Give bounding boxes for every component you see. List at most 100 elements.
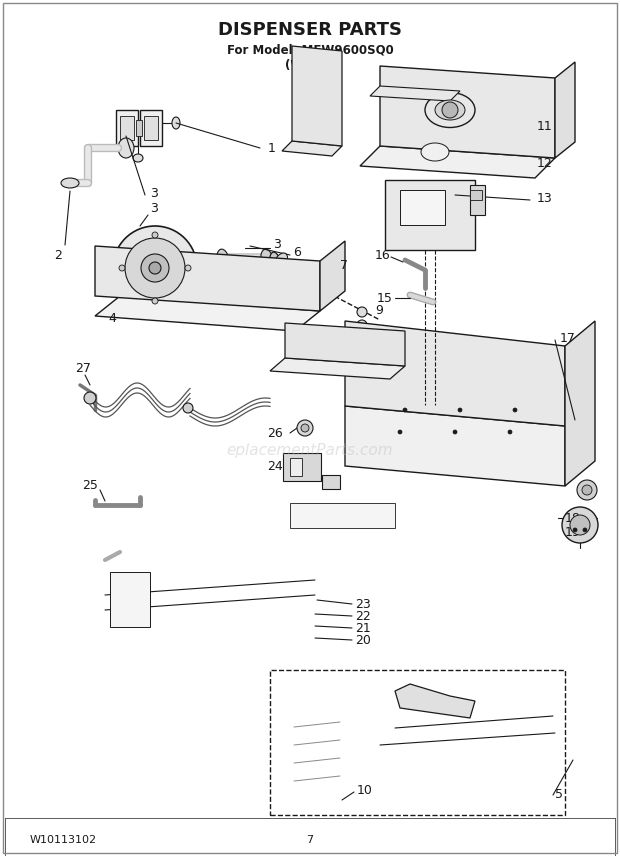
Circle shape — [141, 254, 169, 282]
Circle shape — [152, 232, 158, 238]
Circle shape — [582, 485, 592, 495]
Text: For Model: MFW9600SQ0: For Model: MFW9600SQ0 — [227, 44, 393, 56]
Polygon shape — [345, 321, 565, 426]
Polygon shape — [95, 246, 320, 311]
Polygon shape — [360, 146, 555, 178]
Polygon shape — [95, 296, 320, 331]
Circle shape — [357, 307, 367, 317]
Ellipse shape — [261, 249, 273, 270]
Ellipse shape — [217, 249, 229, 270]
Text: 27: 27 — [75, 361, 91, 375]
Bar — [136, 120, 142, 136]
Circle shape — [84, 392, 96, 404]
Circle shape — [113, 226, 197, 310]
Text: 22: 22 — [355, 609, 371, 622]
Polygon shape — [320, 241, 345, 311]
Text: 20: 20 — [355, 633, 371, 646]
Circle shape — [125, 238, 185, 298]
Ellipse shape — [118, 138, 134, 158]
Ellipse shape — [204, 254, 216, 276]
Polygon shape — [565, 321, 595, 486]
Text: 17: 17 — [560, 331, 576, 344]
Text: 13: 13 — [537, 192, 553, 205]
Circle shape — [577, 480, 597, 500]
Text: 25: 25 — [82, 479, 98, 491]
Ellipse shape — [272, 253, 288, 273]
Ellipse shape — [172, 117, 180, 129]
Bar — [120, 116, 134, 140]
Text: 7: 7 — [340, 259, 348, 271]
Polygon shape — [285, 323, 405, 366]
Bar — [144, 116, 158, 140]
Circle shape — [357, 320, 367, 330]
Bar — [290, 458, 302, 476]
Text: 26: 26 — [267, 426, 283, 439]
Text: 23: 23 — [355, 597, 371, 610]
Bar — [322, 475, 340, 489]
Text: 21: 21 — [355, 621, 371, 634]
Circle shape — [185, 265, 191, 271]
Text: 4: 4 — [108, 312, 116, 324]
Ellipse shape — [133, 154, 143, 162]
Circle shape — [570, 515, 590, 535]
Bar — [470, 185, 485, 215]
Circle shape — [119, 265, 125, 271]
Text: 19: 19 — [565, 526, 581, 538]
Text: 3: 3 — [150, 187, 158, 199]
Bar — [110, 572, 150, 627]
Circle shape — [508, 430, 512, 434]
Bar — [140, 110, 162, 146]
Bar — [270, 670, 565, 815]
Ellipse shape — [435, 100, 465, 120]
Bar — [116, 110, 138, 146]
Text: 10: 10 — [357, 783, 373, 796]
Text: 6: 6 — [293, 246, 301, 259]
Circle shape — [301, 424, 309, 432]
Text: 11: 11 — [537, 120, 553, 133]
Circle shape — [398, 430, 402, 434]
Circle shape — [453, 430, 457, 434]
Text: 5: 5 — [555, 788, 563, 801]
Ellipse shape — [421, 143, 449, 161]
Text: 2: 2 — [54, 248, 62, 261]
Polygon shape — [292, 46, 342, 146]
Text: 12: 12 — [537, 157, 553, 169]
Text: 7: 7 — [306, 835, 314, 845]
Text: 3: 3 — [150, 201, 158, 215]
Bar — [290, 503, 395, 528]
Circle shape — [297, 420, 313, 436]
Text: DISPENSER PARTS: DISPENSER PARTS — [218, 21, 402, 39]
Polygon shape — [380, 66, 555, 158]
Text: 3: 3 — [273, 237, 281, 251]
Text: 24: 24 — [267, 460, 283, 473]
Bar — [283, 453, 321, 481]
Ellipse shape — [270, 253, 280, 272]
Circle shape — [513, 408, 517, 412]
Polygon shape — [282, 141, 342, 156]
Circle shape — [152, 298, 158, 304]
Polygon shape — [270, 358, 405, 379]
Polygon shape — [395, 684, 475, 718]
Circle shape — [562, 507, 598, 543]
Polygon shape — [370, 86, 460, 101]
Circle shape — [583, 528, 587, 532]
Text: 16: 16 — [374, 248, 390, 261]
Circle shape — [573, 528, 577, 532]
Polygon shape — [345, 406, 565, 486]
Bar — [385, 180, 475, 250]
Text: 18: 18 — [565, 512, 581, 525]
Circle shape — [183, 403, 193, 413]
Ellipse shape — [425, 92, 475, 128]
Text: 1: 1 — [268, 141, 276, 154]
Text: 9: 9 — [375, 304, 383, 317]
Text: 15: 15 — [377, 292, 393, 305]
Text: (White): (White) — [285, 58, 335, 72]
Circle shape — [442, 102, 458, 118]
Text: W10113102: W10113102 — [30, 835, 97, 845]
Polygon shape — [555, 62, 575, 158]
Circle shape — [149, 262, 161, 274]
Circle shape — [458, 408, 462, 412]
Circle shape — [403, 408, 407, 412]
Text: eplacementParts.com: eplacementParts.com — [227, 443, 393, 457]
Bar — [400, 190, 445, 225]
